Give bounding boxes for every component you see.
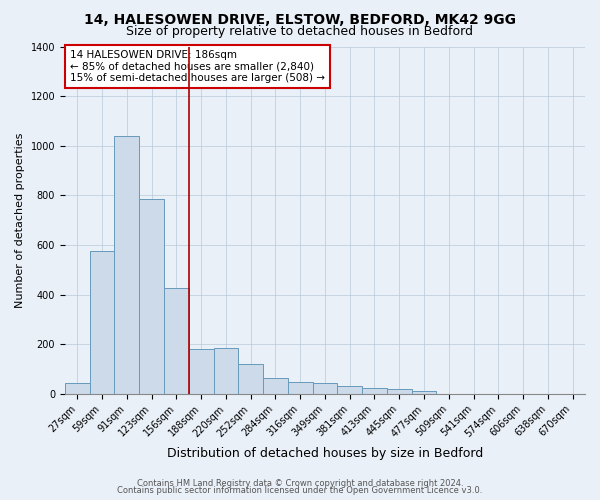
X-axis label: Distribution of detached houses by size in Bedford: Distribution of detached houses by size … bbox=[167, 447, 483, 460]
Text: Contains HM Land Registry data © Crown copyright and database right 2024.: Contains HM Land Registry data © Crown c… bbox=[137, 478, 463, 488]
Text: Size of property relative to detached houses in Bedford: Size of property relative to detached ho… bbox=[127, 25, 473, 38]
Bar bbox=[139, 199, 164, 394]
Y-axis label: Number of detached properties: Number of detached properties bbox=[15, 132, 25, 308]
Bar bbox=[115, 136, 139, 394]
Text: 14 HALESOWEN DRIVE: 186sqm
← 85% of detached houses are smaller (2,840)
15% of s: 14 HALESOWEN DRIVE: 186sqm ← 85% of deta… bbox=[70, 50, 325, 83]
Bar bbox=[238, 364, 263, 394]
Bar bbox=[288, 382, 313, 394]
Bar bbox=[263, 378, 288, 394]
Text: Contains public sector information licensed under the Open Government Licence v3: Contains public sector information licen… bbox=[118, 486, 482, 495]
Bar bbox=[362, 388, 387, 394]
Bar bbox=[387, 389, 412, 394]
Bar bbox=[65, 383, 89, 394]
Bar bbox=[189, 350, 214, 394]
Text: 14, HALESOWEN DRIVE, ELSTOW, BEDFORD, MK42 9GG: 14, HALESOWEN DRIVE, ELSTOW, BEDFORD, MK… bbox=[84, 12, 516, 26]
Bar bbox=[337, 386, 362, 394]
Bar bbox=[164, 288, 189, 394]
Bar bbox=[412, 392, 436, 394]
Bar bbox=[89, 251, 115, 394]
Bar bbox=[214, 348, 238, 394]
Bar bbox=[313, 383, 337, 394]
